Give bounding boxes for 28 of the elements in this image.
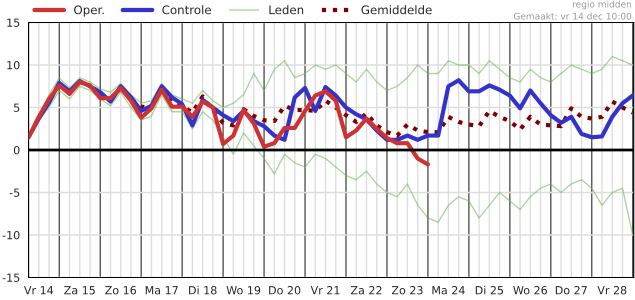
x-tick-label: Di 25 xyxy=(476,286,504,294)
legend-label: Gemiddelde xyxy=(361,5,432,14)
x-tick-label: Wo 19 xyxy=(226,286,260,294)
x-tick-label: Za 15 xyxy=(64,286,95,294)
legend-label: Controle xyxy=(162,5,211,14)
x-tick-label: Za 22 xyxy=(350,286,382,294)
x-tick-label: Ma 24 xyxy=(432,286,465,294)
x-tick-label: Di 18 xyxy=(189,286,217,294)
text: Gemaakt: vr 14 dec 10:00 xyxy=(514,12,632,20)
x-tick-label: Vr 28 xyxy=(597,286,626,294)
y-tick-label: -15 xyxy=(2,274,20,282)
legend-label: Oper. xyxy=(74,5,104,17)
x-tick-label: Zo 16 xyxy=(105,286,136,294)
y-tick-label: -5 xyxy=(10,188,20,197)
text: regio midden xyxy=(572,0,632,10)
x-tick-label: Vr 21 xyxy=(310,286,340,294)
x-tick-label: Do 20 xyxy=(269,286,300,294)
y-tick-label: 0 xyxy=(14,146,20,154)
legend-label: Leden xyxy=(269,5,304,14)
x-tick-label: Vr 14 xyxy=(24,286,54,294)
x-tick-label: Wo 26 xyxy=(513,286,548,294)
x-tick-label: Zo 23 xyxy=(392,286,423,294)
y-tick-label: 10 xyxy=(7,60,20,70)
x-tick-label: Do 27 xyxy=(556,286,587,294)
y-tick-label: -10 xyxy=(2,230,20,240)
y-tick-label: 5 xyxy=(14,104,20,112)
y-tick-label: 15 xyxy=(7,18,20,27)
x-tick-label: Ma 17 xyxy=(146,286,178,294)
